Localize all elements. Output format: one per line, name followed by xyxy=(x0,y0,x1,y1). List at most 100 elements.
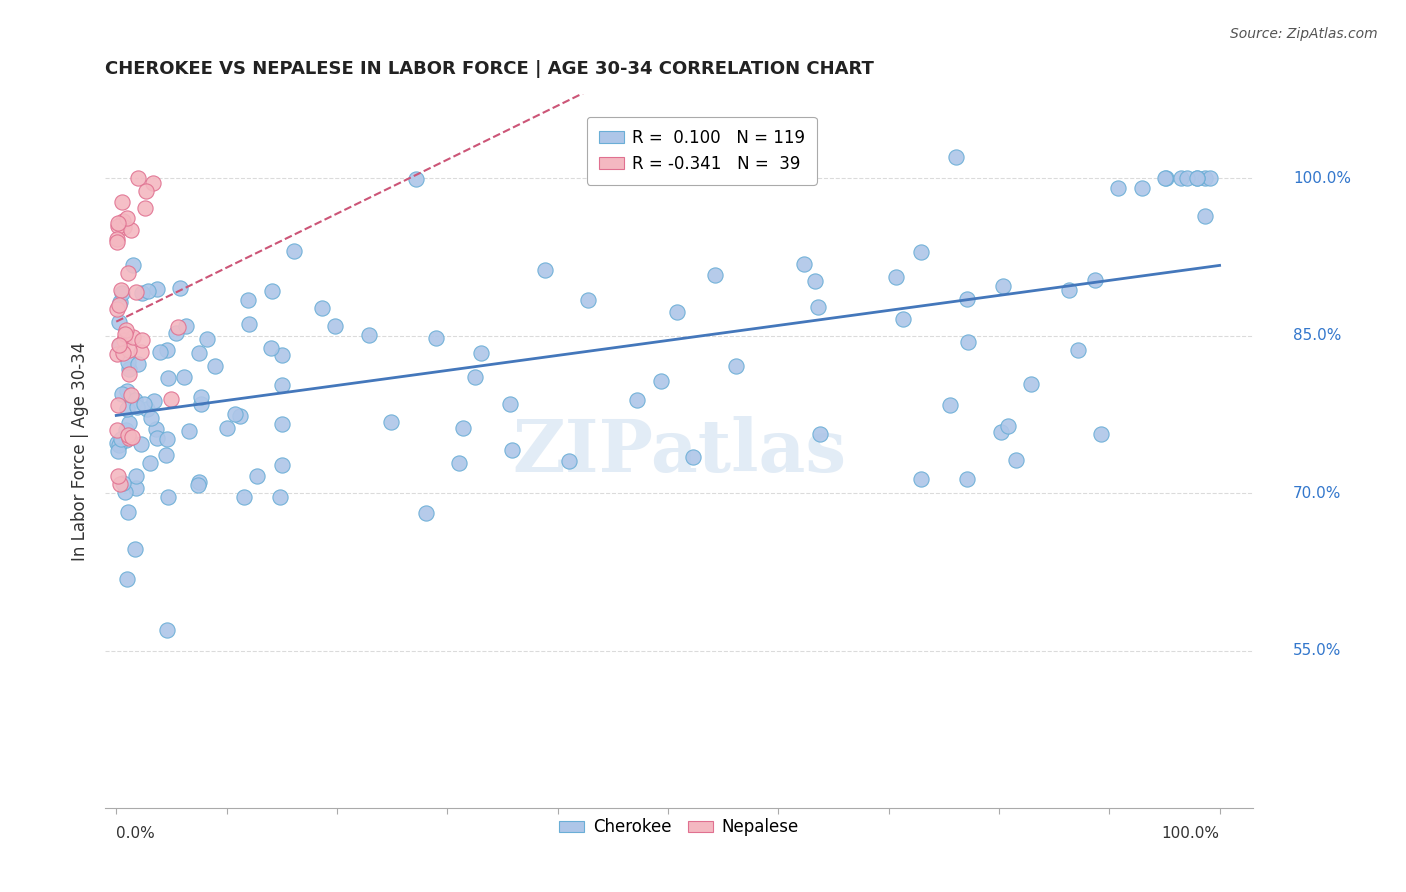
Point xyxy=(1057,284,1080,298)
Point xyxy=(217,420,239,434)
Point xyxy=(884,269,907,284)
Point xyxy=(173,369,195,384)
Point xyxy=(120,387,142,401)
Point xyxy=(945,150,967,164)
Point xyxy=(534,263,557,277)
Point xyxy=(1153,171,1175,186)
Point xyxy=(270,458,292,472)
Point xyxy=(145,431,167,445)
Point xyxy=(129,344,152,359)
Point xyxy=(380,416,402,430)
Point xyxy=(121,258,143,272)
Point xyxy=(187,475,209,489)
Point xyxy=(105,347,128,361)
Point xyxy=(260,342,283,356)
Point xyxy=(187,478,209,492)
Point xyxy=(107,468,129,483)
Point xyxy=(190,397,212,411)
Point xyxy=(650,374,672,388)
Point xyxy=(1185,171,1208,186)
Point xyxy=(105,232,128,246)
Point xyxy=(558,454,581,468)
Point xyxy=(176,319,198,334)
Point xyxy=(238,293,260,308)
Point xyxy=(804,274,827,288)
Point xyxy=(107,216,129,230)
Point xyxy=(108,295,131,310)
Point xyxy=(118,343,141,357)
Point xyxy=(121,430,143,444)
Point xyxy=(956,292,979,306)
Text: 85.0%: 85.0% xyxy=(1294,328,1341,343)
Point xyxy=(131,285,153,300)
Text: 100.0%: 100.0% xyxy=(1294,171,1351,186)
Point xyxy=(145,422,167,436)
Point xyxy=(118,431,141,445)
Point xyxy=(197,332,219,346)
Point xyxy=(122,330,145,344)
Point xyxy=(111,195,134,210)
Point xyxy=(501,442,523,457)
Point xyxy=(704,268,727,283)
Point xyxy=(105,235,128,250)
Point xyxy=(111,387,134,401)
Point xyxy=(1187,171,1209,186)
Point xyxy=(269,490,291,504)
Point xyxy=(910,245,932,260)
Point xyxy=(131,437,153,451)
Point xyxy=(135,184,157,198)
Point xyxy=(270,348,292,362)
Point xyxy=(127,357,149,371)
Point xyxy=(626,392,648,407)
Point xyxy=(139,410,162,425)
Point xyxy=(125,401,148,415)
Point xyxy=(125,481,148,495)
Point xyxy=(107,315,129,329)
Point xyxy=(156,623,179,637)
Point xyxy=(499,397,522,411)
Point xyxy=(169,281,191,295)
Point xyxy=(117,361,139,376)
Point xyxy=(112,213,135,227)
Point xyxy=(108,438,131,452)
Text: CHEROKEE VS NEPALESE IN LABOR FORCE | AGE 30-34 CORRELATION CHART: CHEROKEE VS NEPALESE IN LABOR FORCE | AG… xyxy=(105,60,875,78)
Point xyxy=(238,318,260,332)
Point xyxy=(111,346,134,360)
Point xyxy=(204,359,226,373)
Point xyxy=(136,284,159,298)
Point xyxy=(114,485,136,500)
Point xyxy=(117,504,139,518)
Point xyxy=(451,420,474,434)
Point xyxy=(110,476,132,491)
Point xyxy=(1019,377,1042,392)
Point xyxy=(139,456,162,470)
Point xyxy=(997,419,1019,434)
Point xyxy=(131,333,153,347)
Point xyxy=(793,257,815,271)
Point xyxy=(134,201,156,215)
Point xyxy=(187,346,209,360)
Point xyxy=(1194,171,1216,186)
Text: 100.0%: 100.0% xyxy=(1161,826,1219,841)
Text: 0.0%: 0.0% xyxy=(117,826,155,841)
Point xyxy=(124,392,146,407)
Point xyxy=(1130,181,1153,195)
Point xyxy=(270,417,292,432)
Point xyxy=(1175,171,1198,186)
Text: 55.0%: 55.0% xyxy=(1294,643,1341,658)
Point xyxy=(112,475,135,490)
Point xyxy=(246,468,269,483)
Point xyxy=(127,171,149,186)
Text: Source: ZipAtlas.com: Source: ZipAtlas.com xyxy=(1230,27,1378,41)
Point xyxy=(117,384,139,398)
Y-axis label: In Labor Force | Age 30-34: In Labor Force | Age 30-34 xyxy=(72,342,89,561)
Point xyxy=(114,323,136,337)
Point xyxy=(1005,453,1028,467)
Point xyxy=(142,393,165,408)
Point xyxy=(108,338,131,352)
Point xyxy=(155,448,177,462)
Point xyxy=(117,355,139,369)
Point xyxy=(146,282,169,296)
Point xyxy=(114,424,136,438)
Point xyxy=(325,318,347,333)
